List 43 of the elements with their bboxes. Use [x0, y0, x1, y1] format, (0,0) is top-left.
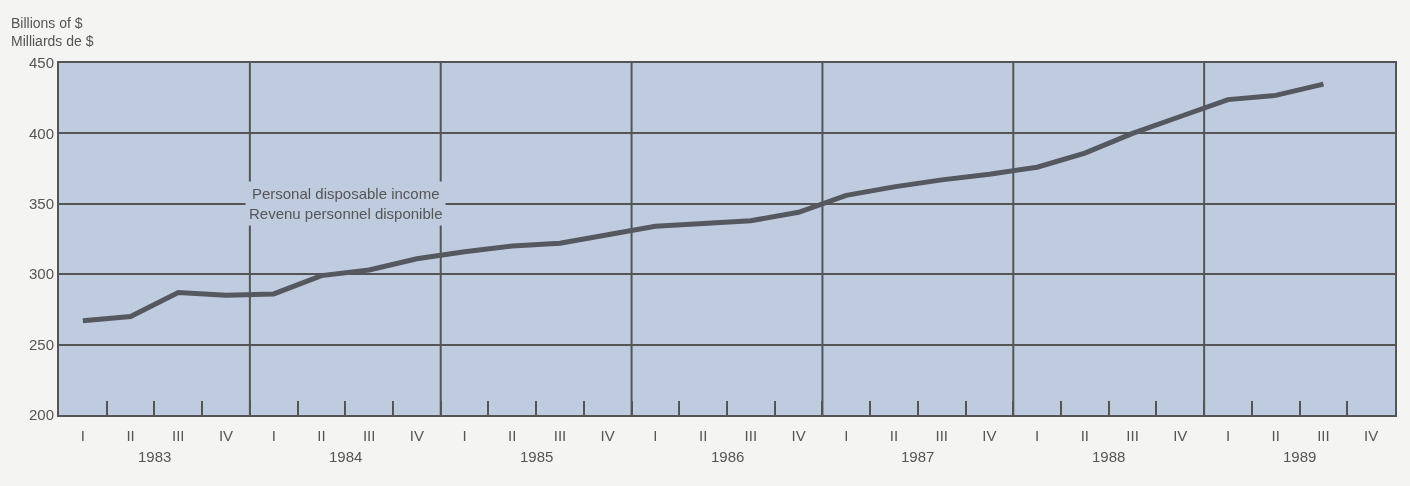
- x-tick-label: IV: [1173, 427, 1188, 444]
- text: 1983: [138, 448, 172, 465]
- text: 1985: [520, 448, 554, 465]
- x-tick-label: I: [1225, 427, 1231, 444]
- x-tick-label: IV: [791, 427, 806, 444]
- y-tick-label: 350: [28, 195, 54, 213]
- text: 1987: [901, 448, 935, 465]
- x-tick-label: III: [1126, 427, 1139, 444]
- x-tick-label: III: [172, 427, 185, 444]
- x-tick-label: II: [698, 427, 708, 444]
- text: 1984: [329, 448, 363, 465]
- x-tick-label: I: [844, 427, 849, 444]
- x-tick-label: III: [362, 427, 376, 444]
- x-tick-label: II: [1271, 427, 1280, 444]
- y-axis-title: Billions of $ Milliards de $: [11, 15, 94, 50]
- x-tick-label: II: [889, 427, 899, 444]
- x-tick-label: IV: [218, 427, 234, 444]
- text: Personal disposable income Revenu personnel disponible: [249, 185, 443, 222]
- y-tick-label: 450: [28, 54, 54, 72]
- x-tick-label: IV: [409, 427, 424, 444]
- x-tick-label: I: [271, 427, 276, 444]
- x-tick-label: III: [1317, 427, 1330, 444]
- y-tick-label: 250: [28, 335, 54, 353]
- x-tick-label: II: [126, 427, 135, 444]
- x-tick-label: IV: [1364, 427, 1379, 444]
- y-tick-label: 200: [28, 406, 54, 424]
- x-tick-label: I: [1035, 427, 1040, 444]
- text: 1986: [711, 448, 745, 465]
- x-tick-label: IV: [600, 427, 615, 444]
- x-tick-label: I: [462, 427, 467, 444]
- x-tick-label: II: [1080, 427, 1090, 444]
- x-tick-label: I: [80, 427, 85, 444]
- x-tick-label: III: [744, 427, 758, 444]
- x-tick-label: II: [317, 427, 326, 444]
- x-tick-label: III: [935, 427, 948, 444]
- y-tick-label: 300: [28, 265, 54, 283]
- x-tick-label: I: [653, 427, 658, 444]
- x-tick-label: IV: [982, 427, 997, 444]
- x-tick-label: II: [508, 427, 517, 444]
- y-tick-label: 400: [28, 124, 54, 142]
- x-tick-label: III: [553, 427, 567, 444]
- text: 1988: [1092, 448, 1126, 465]
- text: 1989: [1283, 448, 1317, 465]
